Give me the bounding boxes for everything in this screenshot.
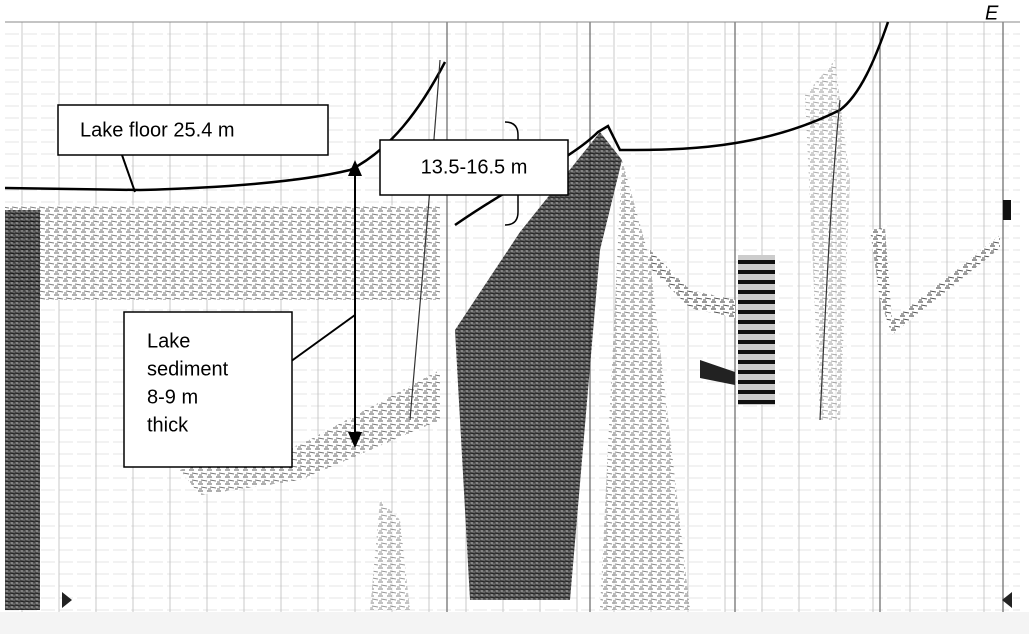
annotation-line: 8-9 m <box>147 386 198 408</box>
sediment-echo <box>5 205 440 300</box>
footer-bg <box>0 612 1029 634</box>
annotation-line: thick <box>147 414 189 436</box>
corner-mark: E <box>985 2 999 24</box>
annotation-label: Lake floor 25.4 m <box>80 119 235 141</box>
annotation-label: 13.5-16.5 m <box>421 156 528 178</box>
annotation-line: Lake <box>147 330 190 352</box>
dark-column <box>5 210 40 610</box>
striped-block <box>738 255 775 405</box>
echogram-figure: E Lake floor 25.4 m 13.5-16.5 m Lake sed… <box>0 0 1029 634</box>
annotation-line: sediment <box>147 358 229 380</box>
edge-echo <box>1003 200 1011 220</box>
